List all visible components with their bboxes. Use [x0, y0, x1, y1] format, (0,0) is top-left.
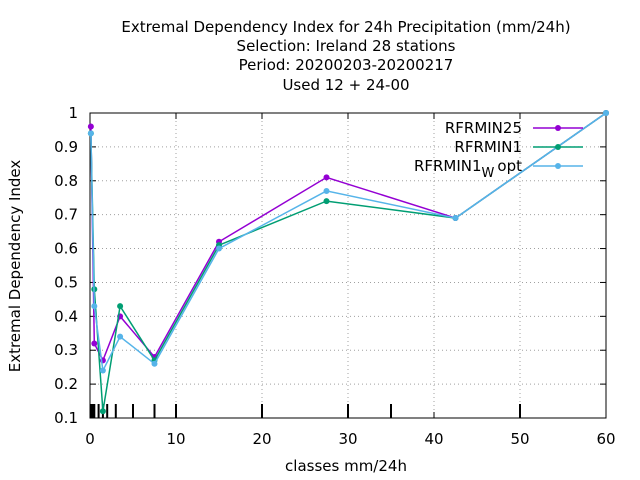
- data-point: [99, 408, 106, 415]
- data-point: [117, 303, 124, 310]
- x-tick-label: 40: [424, 430, 443, 448]
- legend-label-rfrmin1-wopt: RFRMIN1W opt: [414, 157, 522, 181]
- title-line-2: Selection: Ireland 28 stations: [237, 37, 456, 55]
- y-axis-label: Extremal Dependency Index: [6, 160, 24, 373]
- y-tick-label: 0.2: [54, 375, 78, 393]
- legend-marker-rfrmin1-wopt: [555, 163, 561, 169]
- data-point: [323, 198, 330, 205]
- series-layer: [87, 110, 609, 415]
- x-axis: 0 10 20 30 40 50 60: [85, 113, 616, 448]
- x-tick-label: 60: [596, 430, 615, 448]
- data-point: [216, 245, 222, 252]
- data-point: [91, 340, 98, 347]
- y-tick-label: 0.8: [54, 172, 78, 190]
- legend-entry-rfrmin1: RFRMIN1: [454, 138, 583, 156]
- data-point: [91, 303, 98, 310]
- x-tick-label: 0: [85, 430, 95, 448]
- data-point: [117, 333, 124, 340]
- y-tick-label: 0.9: [54, 138, 78, 156]
- data-point: [323, 187, 330, 194]
- y-tick-label: 0.5: [54, 273, 78, 291]
- data-point: [87, 123, 94, 130]
- y-tick-label: 0.4: [54, 307, 78, 325]
- series-1: [87, 110, 609, 415]
- legend-label-rfrmin25: RFRMIN25: [445, 119, 522, 137]
- legend-marker-rfrmin1: [555, 144, 561, 150]
- title-line-3: Period: 20200203-20200217: [239, 56, 454, 74]
- data-point: [99, 367, 106, 374]
- y-tick-label: 0.1: [54, 409, 78, 427]
- y-tick-label: 1: [68, 104, 78, 122]
- grid: [90, 113, 606, 418]
- legend-label-rfrmin1: RFRMIN1: [454, 138, 522, 156]
- y-tick-label: 0.7: [54, 206, 78, 224]
- series-line: [90, 112, 607, 363]
- legend-entry-rfrmin25: RFRMIN25: [445, 119, 583, 137]
- class-markers: [89, 404, 521, 418]
- x-tick-label: 30: [338, 430, 357, 448]
- data-point: [323, 174, 330, 181]
- series-2: [87, 110, 609, 374]
- legend-entry-rfrmin1-wopt: RFRMIN1W opt: [414, 157, 583, 181]
- data-point: [151, 360, 158, 367]
- x-axis-label: classes mm/24h: [285, 457, 407, 475]
- data-point: [87, 130, 94, 137]
- y-tick-label: 0.3: [54, 341, 78, 359]
- chart-title: Extremal Dependency Index for 24h Precip…: [121, 18, 570, 94]
- legend-marker-rfrmin25: [555, 125, 561, 131]
- data-point: [452, 215, 459, 222]
- title-line-4: Used 12 + 24-00: [282, 76, 409, 94]
- y-axis: 0.1 0.2 0.3 0.4 0.5 0.6 0.7 0.8 0.9 1: [54, 104, 606, 427]
- data-point: [603, 110, 609, 116]
- x-tick-label: 20: [252, 430, 271, 448]
- legend: RFRMIN25 RFRMIN1 RFRMIN1W opt: [414, 119, 583, 181]
- x-tick-label: 10: [166, 430, 185, 448]
- x-tick-label: 50: [510, 430, 529, 448]
- y-tick-label: 0.6: [54, 240, 78, 258]
- title-line-1: Extremal Dependency Index for 24h Precip…: [121, 18, 570, 36]
